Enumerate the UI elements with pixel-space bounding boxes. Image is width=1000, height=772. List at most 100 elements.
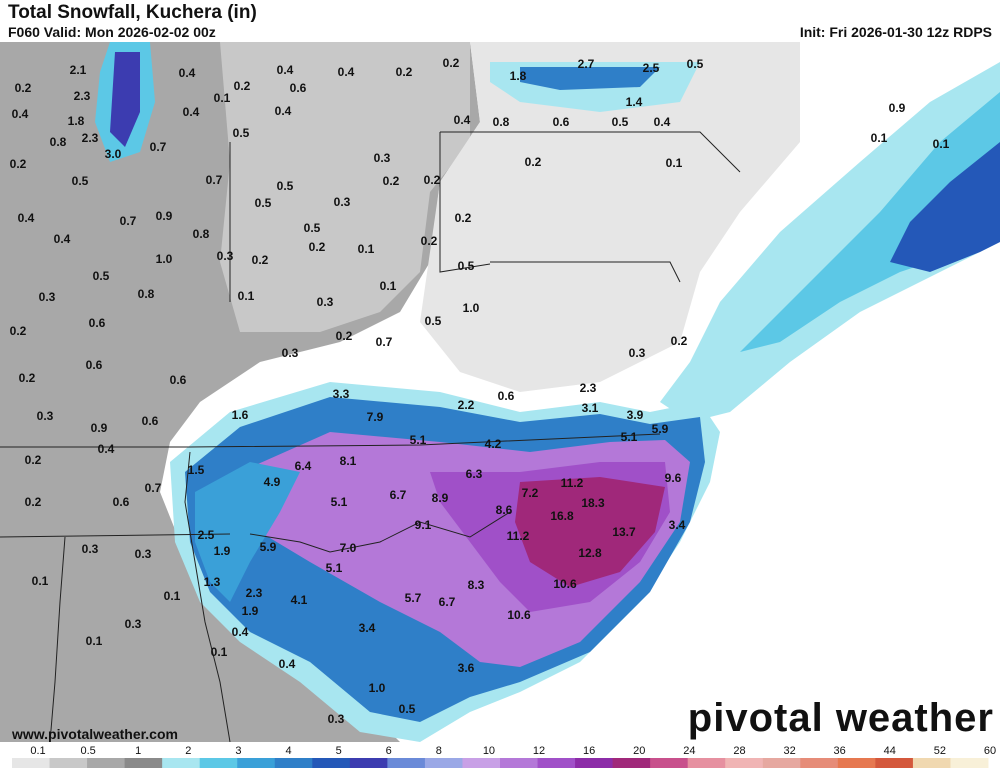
value-label: 0.4 <box>232 625 249 639</box>
value-label: 12.8 <box>578 546 602 560</box>
color-tick-label: 36 <box>834 745 846 757</box>
value-label: 4.2 <box>485 437 502 451</box>
value-label: 5.1 <box>621 430 638 444</box>
color-tick-label: 16 <box>583 745 595 757</box>
value-label: 0.4 <box>275 104 292 118</box>
value-label: 0.6 <box>290 81 307 95</box>
value-label: 0.3 <box>82 542 99 556</box>
storm-max <box>515 477 665 587</box>
value-label: 0.3 <box>317 295 334 309</box>
value-label: 1.8 <box>510 69 527 83</box>
value-label: 0.5 <box>304 221 321 235</box>
value-label: 0.3 <box>135 547 152 561</box>
color-swatch <box>875 758 914 768</box>
value-label: 0.8 <box>493 115 510 129</box>
value-label: 0.4 <box>654 115 671 129</box>
color-swatch <box>725 758 764 768</box>
value-label: 0.5 <box>72 174 89 188</box>
value-label: 0.7 <box>206 173 223 187</box>
value-label: 0.4 <box>338 65 355 79</box>
value-label: 2.3 <box>74 89 91 103</box>
value-label: 0.1 <box>871 131 888 145</box>
value-label: 0.5 <box>425 314 442 328</box>
value-label: 0.9 <box>91 421 108 435</box>
value-label: 8.6 <box>496 503 513 517</box>
value-label: 6.7 <box>439 595 456 609</box>
value-label: 2.1 <box>70 63 87 77</box>
color-swatch <box>87 758 126 768</box>
value-label: 0.7 <box>376 335 393 349</box>
value-label: 3.4 <box>359 621 376 635</box>
value-label: 0.5 <box>458 259 475 273</box>
value-label: 0.6 <box>498 389 515 403</box>
value-label: 0.2 <box>443 56 460 70</box>
value-label: 16.8 <box>550 509 574 523</box>
value-label: 0.2 <box>25 453 42 467</box>
value-label: 4.1 <box>291 593 308 607</box>
color-tick-label: 0.1 <box>30 745 45 757</box>
value-label: 5.9 <box>652 422 669 436</box>
value-label: 0.4 <box>183 105 200 119</box>
value-label: 0.1 <box>214 91 231 105</box>
value-label: 5.7 <box>405 591 422 605</box>
color-swatch <box>912 758 951 768</box>
map-value-labels: 2.1 2.3 1.8 2.3 3.0 0.4 0.4 0.4 0.2 0.2 … <box>10 56 950 726</box>
value-label: 1.0 <box>463 301 480 315</box>
value-label: 5.1 <box>331 495 348 509</box>
color-tick-label: 20 <box>633 745 645 757</box>
lake-ontario-core <box>520 67 660 90</box>
value-label: 0.8 <box>50 135 67 149</box>
color-tick-label: 0.5 <box>80 745 95 757</box>
value-label: 0.6 <box>89 316 106 330</box>
value-label: 0.2 <box>455 211 472 225</box>
value-label: 0.4 <box>277 63 294 77</box>
website-url[interactable]: www.pivotalweather.com <box>12 726 178 742</box>
value-label: 9.6 <box>665 471 682 485</box>
value-label: 2.3 <box>246 586 263 600</box>
color-swatch <box>349 758 388 768</box>
color-tick-label: 44 <box>884 745 896 757</box>
value-label: 0.2 <box>421 234 438 248</box>
value-label: 0.2 <box>424 173 441 187</box>
value-label: 0.3 <box>374 151 391 165</box>
value-label: 0.1 <box>933 137 950 151</box>
value-label: 0.9 <box>889 101 906 115</box>
state-boundaries <box>0 131 741 742</box>
value-label: 0.7 <box>145 481 162 495</box>
color-swatch <box>650 758 689 768</box>
value-label: 8.1 <box>340 454 357 468</box>
value-label: 3.0 <box>105 147 122 161</box>
value-label: 1.8 <box>68 114 85 128</box>
color-swatch <box>162 758 201 768</box>
value-label: 0.6 <box>86 358 103 372</box>
value-label: 8.9 <box>432 491 449 505</box>
storm-blue-edge <box>195 462 300 602</box>
value-label: 0.1 <box>211 645 228 659</box>
value-label: 0.7 <box>120 214 137 228</box>
ocean-band-mid <box>740 92 1000 352</box>
value-label: 0.3 <box>282 346 299 360</box>
value-label: 0.3 <box>334 195 351 209</box>
value-label: 9.1 <box>415 518 432 532</box>
color-scale-bar: 0.1 0.5 1 2 3 4 5 6 8 10 12 16 20 24 28 32 36 44 52 60 <box>0 742 1000 772</box>
value-label: 0.6 <box>113 495 130 509</box>
value-label: 6.7 <box>390 488 407 502</box>
value-label: 0.5 <box>612 115 629 129</box>
value-label: 0.1 <box>358 242 375 256</box>
value-label: 0.5 <box>687 57 704 71</box>
color-tick-label: 3 <box>235 745 241 757</box>
color-swatch <box>199 758 238 768</box>
value-label: 0.8 <box>193 227 210 241</box>
color-tick-label: 32 <box>783 745 795 757</box>
value-label: 0.4 <box>279 657 296 671</box>
value-label: 0.2 <box>234 79 251 93</box>
color-swatch <box>612 758 651 768</box>
value-label: 0.3 <box>125 617 142 631</box>
color-swatch <box>49 758 88 768</box>
value-label: 8.3 <box>468 578 485 592</box>
value-label: 0.5 <box>277 179 294 193</box>
value-label: 18.3 <box>581 496 605 510</box>
color-swatch <box>387 758 426 768</box>
value-label: 0.2 <box>10 324 27 338</box>
value-label: 6.3 <box>466 467 483 481</box>
